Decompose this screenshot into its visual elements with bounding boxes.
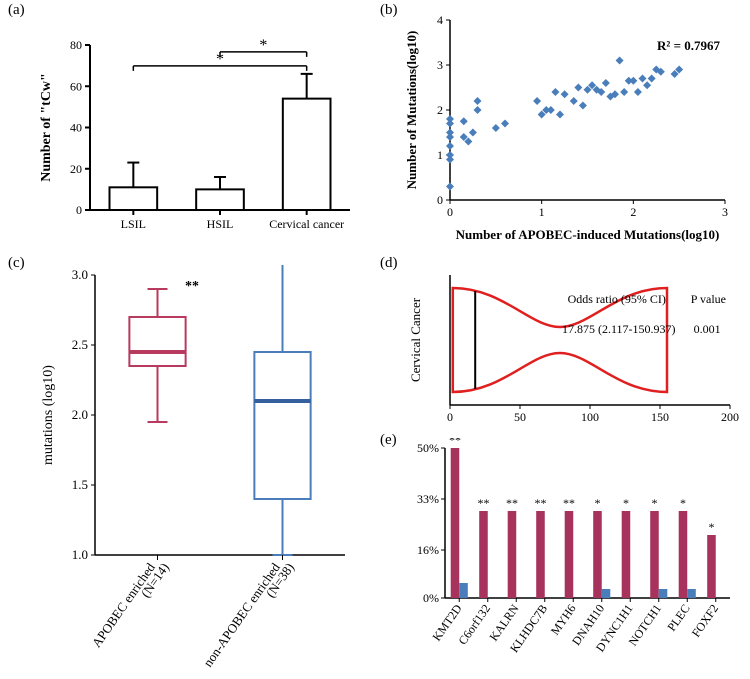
svg-text:**: ** [563, 496, 575, 510]
svg-text:33%: 33% [417, 492, 439, 506]
svg-text:mutations (log10): mutations (log10) [41, 365, 56, 465]
svg-text:1: 1 [437, 148, 443, 162]
svg-text:200: 200 [721, 410, 739, 424]
svg-text:20: 20 [70, 162, 82, 176]
svg-text:HSIL: HSIL [207, 217, 234, 231]
svg-text:P value: P value [691, 292, 726, 306]
svg-text:0: 0 [447, 410, 453, 424]
svg-text:3: 3 [437, 58, 443, 72]
panel-b-chart: 0 1 2 3 4 0 1 2 3 R² = 0.7967 Number of Mutations(… [400, 10, 740, 245]
svg-text:3: 3 [722, 205, 728, 219]
panel-c-chart: 1.01.52.02.53.0APOBEC enriched(N=14)non-… [30, 265, 360, 675]
svg-text:*: * [651, 496, 657, 510]
svg-text:40: 40 [70, 121, 82, 135]
svg-text:1: 1 [539, 205, 545, 219]
panel-b-label: (b) [380, 2, 398, 19]
svg-text:60: 60 [70, 79, 82, 93]
svg-text:2.0: 2.0 [72, 407, 88, 422]
svg-text:*: * [680, 496, 686, 510]
svg-text:**: ** [534, 496, 546, 510]
panel-d-label: (d) [380, 255, 398, 272]
panel-e-label: (e) [380, 432, 397, 449]
svg-text:16%: 16% [417, 543, 439, 557]
svg-text:17.875 (2.117-150.937): 17.875 (2.117-150.937) [562, 322, 676, 336]
svg-text:100: 100 [581, 410, 599, 424]
svg-text:**: ** [449, 438, 461, 447]
svg-text:0: 0 [437, 193, 443, 207]
svg-text:Number of APOBEC-induced Mutat: Number of APOBEC-induced Mutations(log10… [456, 227, 720, 242]
svg-text:*: * [594, 496, 600, 510]
svg-text:*: * [259, 37, 267, 54]
panel-a-chart: 020406080LSILHSILCervical cancer**Number… [30, 10, 360, 240]
svg-text:0: 0 [447, 205, 453, 219]
svg-text:0%: 0% [423, 591, 439, 605]
svg-text:*: * [623, 496, 629, 510]
svg-text:APOBEC enriched: APOBEC enriched [89, 560, 159, 650]
svg-text:PLEC: PLEC [664, 602, 692, 634]
panel-c-label: (c) [8, 255, 25, 272]
svg-text:4: 4 [437, 13, 443, 27]
svg-text:1.0: 1.0 [72, 547, 88, 562]
svg-text:Cervical cancer: Cervical cancer [269, 217, 344, 231]
svg-text:Cervical Cancer: Cervical Cancer [408, 297, 423, 382]
svg-text:non-APOBEC enriched: non-APOBEC enriched [200, 560, 283, 670]
svg-text:50%: 50% [417, 441, 439, 455]
svg-text:**: ** [185, 279, 199, 294]
svg-text:FOXF2: FOXF2 [689, 602, 722, 640]
svg-text:1.5: 1.5 [72, 477, 88, 492]
svg-text:*: * [708, 520, 714, 534]
panel-a-label: (a) [8, 2, 25, 19]
svg-text:0.001: 0.001 [694, 322, 721, 336]
svg-text:R² = 0.7967: R² = 0.7967 [657, 38, 720, 53]
svg-text:2: 2 [437, 103, 443, 117]
svg-text:Number of Mutations(log10): Number of Mutations(log10) [404, 31, 419, 190]
svg-text:3.0: 3.0 [72, 267, 88, 282]
svg-text:150: 150 [651, 410, 669, 424]
svg-text:50: 50 [514, 410, 526, 424]
panel-d-chart: 0 50 100 150 200 Odds ratio (95% CI) P value 17… [400, 265, 740, 435]
svg-text:**: ** [477, 496, 489, 510]
svg-text:0: 0 [76, 203, 82, 217]
svg-text:2: 2 [630, 205, 636, 219]
svg-text:80: 80 [70, 38, 82, 52]
panel-e-chart: 0%16%33%50%**KMT2D**C6orf132**KALRN**KLH… [400, 438, 740, 678]
svg-text:**: ** [506, 496, 518, 510]
svg-text:LSIL: LSIL [121, 217, 146, 231]
svg-text:2.5: 2.5 [72, 337, 88, 352]
svg-text:Odds ratio (95% CI): Odds ratio (95% CI) [568, 292, 666, 306]
svg-text:Number of "tCw": Number of "tCw" [39, 73, 54, 182]
